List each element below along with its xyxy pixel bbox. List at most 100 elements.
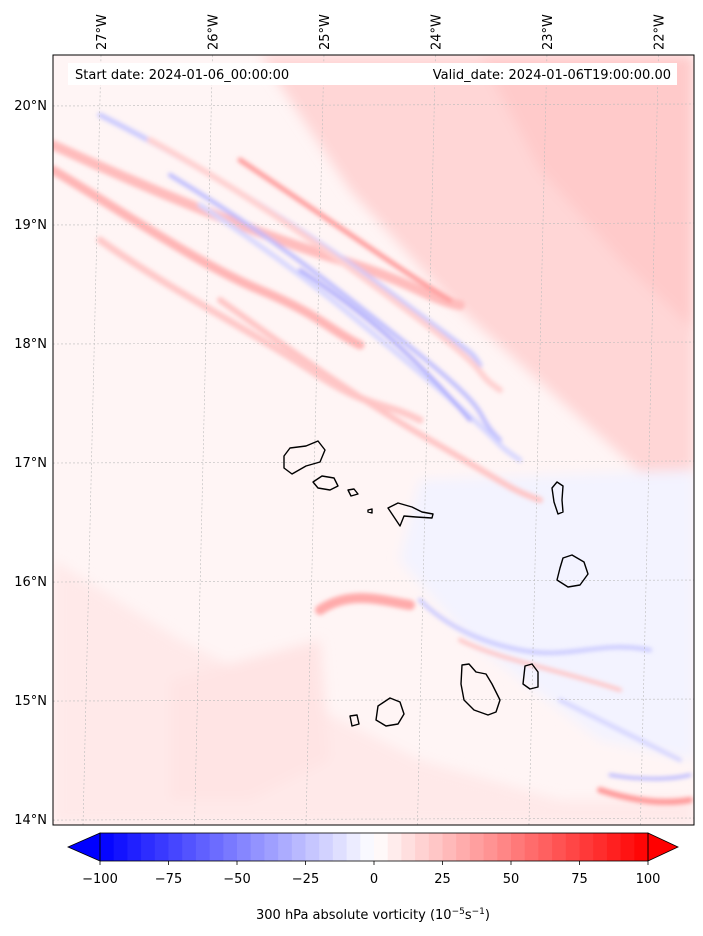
colorbar-tick-label: 25 — [434, 872, 451, 887]
lat-gridline-0 — [53, 817, 694, 821]
lat-gridline-3 — [53, 460, 694, 464]
colorbar-segment — [456, 833, 471, 861]
lat-tick-label: 17°N — [14, 456, 47, 471]
colorbar-segment — [141, 833, 156, 861]
colorbar-label-main: 300 hPa absolute vorticity (10 — [256, 908, 452, 923]
lat-gridline-6 — [53, 103, 694, 107]
colorbar-segment — [291, 833, 306, 861]
colorbar-segment — [415, 833, 430, 861]
island-santa-luzia — [347, 488, 359, 497]
island-fogo — [375, 697, 405, 727]
colorbar-tick-label: 100 — [636, 872, 661, 887]
colorbar-segment — [538, 833, 553, 861]
lat-gridline-5 — [53, 222, 694, 226]
colorbar-segment — [168, 833, 183, 861]
colorbar-segment — [428, 833, 443, 861]
colorbar-segment — [511, 833, 526, 861]
colorbar: −100 −75 −50 −25 0 25 50 75 100 300 hPa absolute… — [67, 832, 679, 923]
island-santiago — [460, 663, 501, 716]
colorbar-tick-label: −25 — [292, 872, 319, 887]
lon-tick-label: 26°W — [206, 14, 221, 50]
island-boa-vista — [556, 554, 589, 588]
colorbar-segment — [278, 833, 293, 861]
lat-gridline-2 — [53, 579, 694, 583]
lon-tick-label: 24°W — [429, 14, 444, 50]
lat-tick-label: 15°N — [14, 694, 47, 709]
colorbar-segment — [620, 833, 635, 861]
colorbar-segment — [565, 833, 580, 861]
colorbar-label-exp2: −1 — [472, 907, 485, 917]
colorbar-segment — [497, 833, 512, 861]
colorbar-segment — [442, 833, 457, 861]
colorbar-segment — [606, 833, 622, 861]
lat-tick-label: 19°N — [14, 218, 47, 233]
colorbar-segment — [387, 833, 402, 861]
colorbar-segment — [524, 833, 539, 861]
lon-gridline-2 — [305, 55, 325, 825]
colorbar-segment — [113, 833, 128, 861]
valid-date-label: Valid_date: 2024-01-06T19:00:00.00 — [433, 68, 671, 83]
colorbar-segment — [579, 833, 594, 861]
colorbar-tick-label: −75 — [155, 872, 182, 887]
colorbar-label-close: ) — [485, 908, 490, 923]
lat-tick-label: 16°N — [14, 575, 47, 590]
colorbar-segment — [154, 833, 169, 861]
lon-gridline-3 — [417, 55, 436, 825]
colorbar-segment — [305, 833, 320, 861]
latitude-tick-labels: 14°N 15°N 16°N 17°N 18°N 19°N 20°N — [14, 99, 47, 828]
island-sal — [551, 481, 564, 515]
colorbar-segment — [182, 833, 197, 861]
lat-tick-label: 18°N — [14, 337, 47, 352]
island-sao-nicolau — [387, 502, 434, 527]
lat-gridline-1 — [53, 698, 694, 702]
lat-gridline-4 — [53, 341, 694, 345]
lon-gridline-1 — [194, 55, 213, 825]
longitude-tick-labels: 27°W 26°W 25°W 24°W 23°W 22°W — [95, 14, 667, 50]
date-annotation-box — [68, 63, 677, 85]
island-sao-nicolau-west — [367, 508, 373, 514]
island-sao-vicente — [312, 475, 339, 491]
colorbar-segment — [127, 833, 142, 861]
colorbar-label-exp1: −5 — [452, 907, 465, 917]
colorbar-segments — [100, 833, 649, 861]
lat-tick-label: 20°N — [14, 99, 47, 114]
map-frame — [52, 54, 695, 826]
colorbar-segment — [483, 833, 498, 861]
island-maio — [522, 663, 539, 690]
lon-tick-label: 23°W — [541, 14, 556, 50]
colorbar-segment — [250, 833, 265, 861]
colorbar-segment — [319, 833, 334, 861]
colorbar-segment — [401, 833, 416, 861]
colorbar-tick-label: −50 — [223, 872, 250, 887]
colorbar-tick-label: 75 — [571, 872, 588, 887]
colorbar-segment — [346, 833, 361, 861]
lon-gridline-4 — [528, 55, 548, 825]
colorbar-segment — [469, 833, 485, 861]
lon-gridline-0 — [82, 55, 102, 825]
colorbar-segment — [209, 833, 224, 861]
colorbar-segment — [332, 833, 348, 861]
colorbar-segment — [100, 833, 115, 861]
island-brava — [349, 714, 360, 727]
colorbar-low-extension — [67, 832, 101, 862]
colorbar-segment — [634, 833, 649, 861]
colorbar-segment — [593, 833, 608, 861]
colorbar-segment — [374, 833, 389, 861]
island-santo-antao — [283, 440, 326, 475]
colorbar-label: 300 hPa absolute vorticity (10−5s−1) — [256, 907, 490, 923]
lon-tick-label: 22°W — [652, 14, 667, 50]
lon-tick-label: 27°W — [95, 14, 110, 50]
colorbar-tick-label: −100 — [82, 872, 118, 887]
lon-gridline-5 — [640, 55, 659, 825]
colorbar-label-s: s — [465, 908, 472, 923]
colorbar-tick-label: 50 — [503, 872, 520, 887]
lat-tick-label: 14°N — [14, 813, 47, 828]
colorbar-segment — [237, 833, 252, 861]
start-date-label: Start date: 2024-01-06_00:00:00 — [75, 68, 289, 83]
colorbar-segment — [223, 833, 238, 861]
vorticity-field — [53, 55, 694, 825]
lon-tick-label: 25°W — [318, 14, 333, 50]
colorbar-ticks: −100 −75 −50 −25 0 25 50 75 100 — [82, 861, 660, 887]
colorbar-segment — [360, 833, 375, 861]
map-gridlines — [53, 55, 694, 825]
